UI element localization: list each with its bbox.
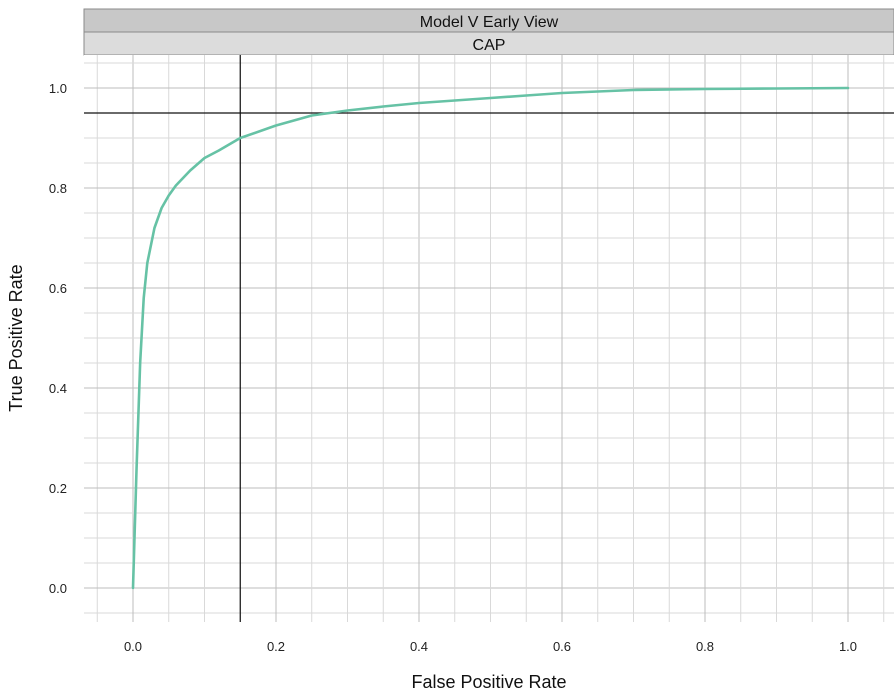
x-axis-ticks: 0.0 0.2 0.4 0.6 0.8 1.0 [124,639,857,654]
x-tick-label: 0.0 [124,639,142,654]
x-tick-label: 0.8 [696,639,714,654]
y-tick-label: 0.0 [49,581,67,596]
x-tick-label: 0.6 [553,639,571,654]
y-tick-label: 1.0 [49,81,67,96]
y-tick-label: 0.8 [49,181,67,196]
y-tick-label: 0.6 [49,281,67,296]
y-axis-label: True Positive Rate [6,264,26,411]
x-tick-label: 0.4 [410,639,428,654]
strip-label-inner: CAP [473,37,506,54]
y-tick-label: 0.2 [49,481,67,496]
strip-header-outer: Model V Early View [84,9,894,32]
strip-header-inner: CAP [84,32,894,55]
strip-label-outer: Model V Early View [420,14,559,31]
x-axis-label: False Positive Rate [411,672,566,691]
x-tick-label: 0.2 [267,639,285,654]
x-tick-label: 1.0 [839,639,857,654]
y-axis-ticks: 0.0 0.2 0.4 0.6 0.8 1.0 [49,81,67,596]
y-tick-label: 0.4 [49,381,67,396]
